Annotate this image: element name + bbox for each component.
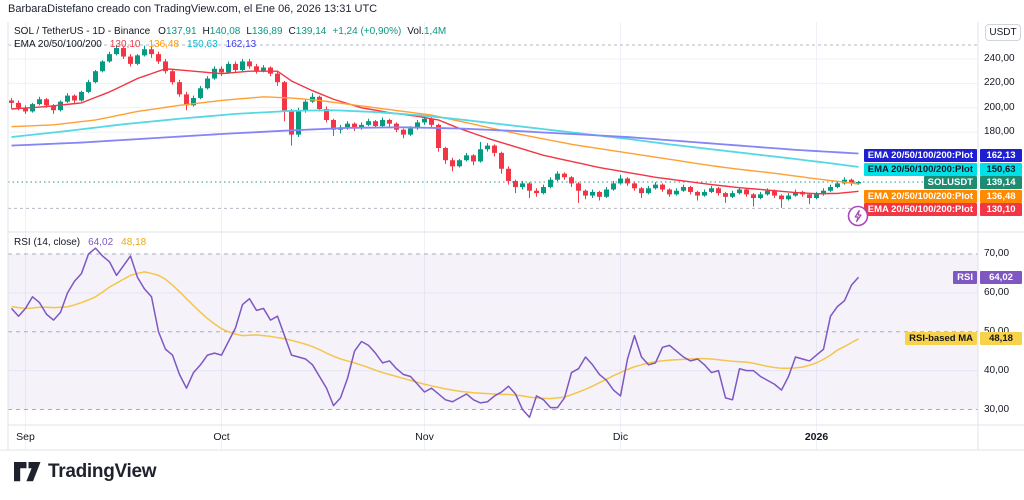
badge-value: 150,63 [980,162,1022,176]
tradingview-logo[interactable]: TradingView [14,461,157,483]
time-label-Dic[interactable]: Dic [612,431,629,443]
rsi-badge-1: RSI-based MA 48,18 [0,332,1022,346]
badge-name: EMA 20/50/100/200:Plot [863,189,977,203]
price-badge-0: EMA 20/50/100/200:Plot 162,13 [0,149,1022,162]
rsi-tick-70: 70,00 [984,248,1010,259]
volume-label: Vol. [407,26,424,37]
rsi-legend: RSI (14, close) 64,02 48,18 [14,237,154,248]
badge-value: 48,18 [980,332,1022,346]
volume-value: 1,4M [423,26,447,37]
change-value: +1,24 (+0,90%) [332,26,402,37]
badge-value: 136,48 [980,189,1022,203]
price-tick-220: 220,00 [984,77,1015,89]
symbol-title: SOL / TetherUS - 1D - Binance [14,26,151,37]
badge-value: 139,14 [980,176,1022,189]
ema-legend: EMA 20/50/100/200 130,10 136,48 150,63 162,1… [14,39,264,50]
rsi-value-0: 64,02 [88,237,114,248]
price-badge-4: EMA 20/50/100/200:Plot 130,10 [0,203,1022,216]
price-badge-1: EMA 20/50/100/200:Plot 150,63 [0,162,1022,176]
ohlc-c: C139,14 [288,26,327,37]
badge-value: 162,13 [980,149,1022,162]
ohlc-l: L136,89 [246,26,283,37]
rsi-tick-60: 60,00 [984,286,1010,298]
badge-value: 130,10 [980,203,1022,216]
rsi-badge-0: RSI 64,02 [0,270,1022,284]
badge-name: RSI [953,270,977,284]
ohlc-h: H140,08 [202,26,241,37]
time-label-Nov[interactable]: Nov [415,431,434,443]
time-label-Oct[interactable]: Oct [213,431,230,443]
price-tick-200: 200,00 [984,101,1015,113]
symbol-legend: SOL / TetherUS - 1D - Binance O137,91 H140… [14,26,446,37]
ohlc-o: O137,91 [158,26,197,37]
rsi-tick-30: 30,00 [984,403,1010,415]
tradingview-logo-mark [14,462,41,482]
badge-name: EMA 20/50/100/200:Plot [863,203,977,216]
ema-legend-label: EMA 20/50/100/200 [14,39,102,50]
price-tick-180: 180,00 [984,126,1015,138]
attribution-text: BarbaraDistefano creado con TradingView.… [8,3,378,15]
rsi-legend-label: RSI (14, close) [14,237,81,248]
price-badge-2: SOLUSDT 139,14 [0,176,1022,189]
time-label-Sep[interactable]: Sep [16,431,35,443]
badge-name: EMA 20/50/100/200:Plot [863,162,977,176]
price-badge-3: EMA 20/50/100/200:Plot 136,48 [0,189,1022,203]
rsi-tick-50: 50,00 [984,325,1010,337]
lightning-icon[interactable] [847,205,869,227]
badge-name: RSI-based MA [905,332,977,346]
time-label-2026[interactable]: 2026 [804,431,829,443]
currency-toggle-button[interactable]: USDT [985,24,1021,41]
ema-value-3: 162,13 [225,39,257,50]
rsi-value-1: 48,18 [121,237,147,248]
ema-value-1: 136,48 [148,39,180,50]
ema-value-0: 130,10 [109,39,141,50]
ema-value-2: 150,63 [187,39,218,50]
badge-value: 64,02 [980,270,1022,284]
price-tick-240: 240,00 [984,53,1015,64]
badge-name: EMA 20/50/100/200:Plot [863,149,977,162]
rsi-tick-40: 40,00 [984,364,1010,376]
tradingview-logo-text: TradingView [48,461,157,482]
badge-name: SOLUSDT [923,176,977,189]
